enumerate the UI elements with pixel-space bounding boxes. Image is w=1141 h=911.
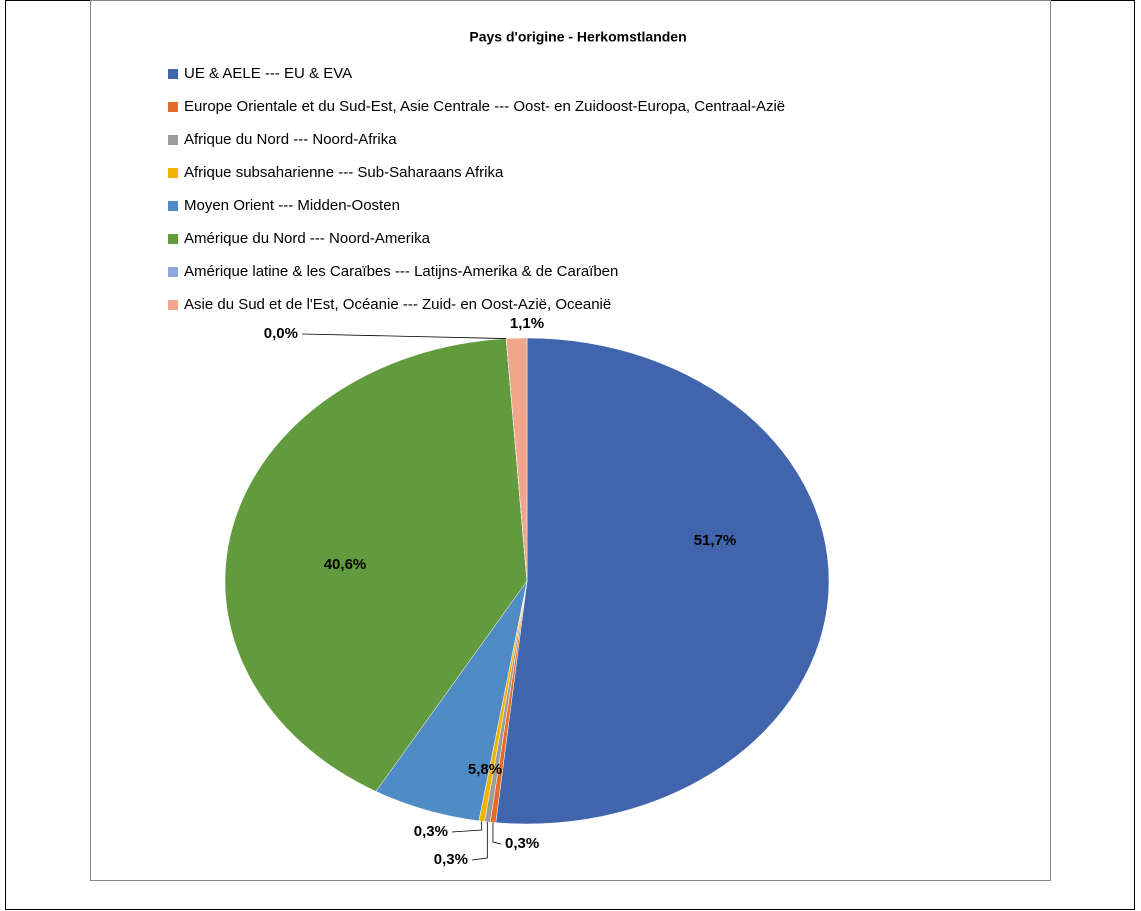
legend-swatch: [168, 234, 178, 244]
data-label: 5,8%: [468, 761, 502, 778]
legend-label: Amérique du Nord --- Noord-Amerika: [184, 230, 431, 247]
leader-line: [471, 821, 488, 861]
legend-swatch: [168, 102, 178, 112]
chart-title: Pays d'origine - Herkomstlanden: [469, 29, 686, 45]
leader-line: [492, 822, 502, 845]
legend-swatch: [168, 267, 178, 277]
legend-label: Moyen Orient --- Midden-Oosten: [184, 197, 400, 214]
data-label: 1,1%: [510, 315, 544, 332]
legend-swatch: [168, 300, 178, 310]
legend-label: Europe Orientale et du Sud-Est, Asie Cen…: [184, 98, 785, 115]
data-label: 0,0%: [264, 325, 298, 342]
legend-label: UE & AELE --- EU & EVA: [184, 65, 352, 82]
legend-swatch: [168, 135, 178, 145]
legend-swatch: [168, 201, 178, 211]
legend-swatch: [168, 69, 178, 79]
legend-label: Afrique du Nord --- Noord-Afrika: [184, 131, 397, 148]
legend-label: Amérique latine & les Caraïbes --- Latij…: [184, 263, 618, 280]
leader-line: [451, 821, 483, 833]
leader-line: [301, 333, 507, 339]
legend-swatch: [168, 168, 178, 178]
pie-slice: [224, 338, 528, 792]
legend-label: Afrique subsaharienne --- Sub-Saharaans …: [184, 164, 504, 181]
data-label: 0,3%: [434, 851, 468, 868]
pie-slice: [505, 337, 528, 582]
pie-slice: [495, 337, 830, 825]
data-label: 40,6%: [324, 556, 367, 573]
data-label: 0,3%: [414, 823, 448, 840]
legend-label: Asie du Sud et de l'Est, Océanie --- Zui…: [184, 296, 611, 313]
data-label: 51,7%: [694, 532, 737, 549]
data-label: 0,3%: [505, 835, 539, 852]
